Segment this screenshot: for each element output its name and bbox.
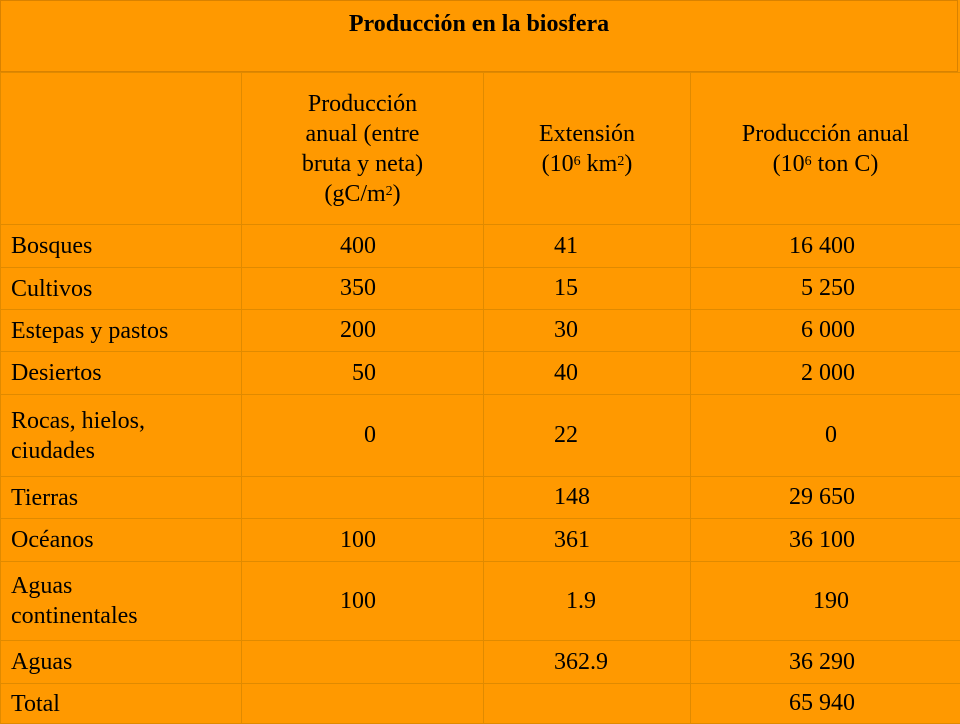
row-label: Desiertos xyxy=(1,352,242,395)
header-produccion-line1: Producción xyxy=(308,91,417,117)
cell-anual: 5 250 xyxy=(691,268,960,310)
cell-extension: 41 xyxy=(484,225,691,268)
header-anual-close: ton C) xyxy=(812,151,879,177)
table-row: Aguas 362.9 36 290 xyxy=(1,641,960,684)
cell-produccion: 100 xyxy=(242,519,484,562)
header-anual-unit: (10 xyxy=(773,151,805,177)
cell-produccion: 0 xyxy=(242,395,484,477)
row-label: Estepas y pastos xyxy=(1,310,242,352)
cell-anual: 190 xyxy=(691,562,960,641)
cell-anual: 16 400 xyxy=(691,225,960,268)
cell-anual: 36 290 xyxy=(691,641,960,684)
header-extension-unit: (10 xyxy=(542,151,574,177)
cell-extension: 22 xyxy=(484,395,691,477)
cell-extension: 362.9 xyxy=(484,641,691,684)
header-extension-close: ) xyxy=(624,151,632,177)
cell-extension: 30 xyxy=(484,310,691,352)
header-extension-km: km xyxy=(581,151,618,177)
table-title: Producción en la biosfera xyxy=(0,0,958,72)
cell-produccion xyxy=(242,684,484,724)
cell-produccion: 200 xyxy=(242,310,484,352)
header-row: Producción anual (entre bruta y neta) (g… xyxy=(1,73,960,225)
table-row: Océanos 100 361 36 100 xyxy=(1,519,960,562)
table-row: Tierras 148 29 650 xyxy=(1,477,960,519)
row-label: Total xyxy=(1,684,242,724)
header-produccion-line2: anual (entre xyxy=(306,121,420,147)
table-row: Aguas continentales 100 1.9 190 xyxy=(1,562,960,641)
table-row: Rocas, hielos, ciudades 0 22 0 xyxy=(1,395,960,477)
row-label: Océanos xyxy=(1,519,242,562)
cell-anual: 6 000 xyxy=(691,310,960,352)
row-label: Aguas xyxy=(1,641,242,684)
cell-anual: 36 100 xyxy=(691,519,960,562)
cell-produccion: 400 xyxy=(242,225,484,268)
header-anual: Producción anual (106 ton C) xyxy=(691,73,960,225)
header-produccion: Producción anual (entre bruta y neta) (g… xyxy=(242,73,484,225)
row-label: Rocas, hielos, ciudades xyxy=(1,395,242,477)
header-anual-exp: 6 xyxy=(805,154,812,169)
header-produccion-unit-close: ) xyxy=(393,181,401,207)
header-anual-line1: Producción anual xyxy=(742,121,909,147)
header-empty-cell xyxy=(1,73,242,225)
cell-anual: 65 940 xyxy=(691,684,960,724)
row-label: Tierras xyxy=(1,477,242,519)
table-row: Bosques 400 41 16 400 xyxy=(1,225,960,268)
cell-produccion: 100 xyxy=(242,562,484,641)
production-table: Producción anual (entre bruta y neta) (g… xyxy=(0,72,960,724)
table-row: Cultivos 350 15 5 250 xyxy=(1,268,960,310)
table-row: Total 65 940 xyxy=(1,684,960,724)
cell-extension: 1.9 xyxy=(484,562,691,641)
cell-produccion: 350 xyxy=(242,268,484,310)
header-extension-exp1: 6 xyxy=(574,154,581,169)
cell-produccion xyxy=(242,641,484,684)
cell-produccion: 50 xyxy=(242,352,484,395)
row-label: Cultivos xyxy=(1,268,242,310)
cell-extension: 148 xyxy=(484,477,691,519)
cell-extension: 40 xyxy=(484,352,691,395)
header-extension-exp2: 2 xyxy=(617,154,624,169)
header-produccion-line3: bruta y neta) xyxy=(302,151,423,177)
cell-produccion xyxy=(242,477,484,519)
table-row: Desiertos 50 40 2 000 xyxy=(1,352,960,395)
header-extension: Extensión (106 km2) xyxy=(484,73,691,225)
cell-extension: 361 xyxy=(484,519,691,562)
header-extension-line1: Extensión xyxy=(539,121,635,147)
header-produccion-unit-exp: 2 xyxy=(386,184,393,199)
row-label: Bosques xyxy=(1,225,242,268)
cell-extension xyxy=(484,684,691,724)
cell-extension: 15 xyxy=(484,268,691,310)
row-label: Aguas continentales xyxy=(1,562,242,641)
cell-anual: 2 000 xyxy=(691,352,960,395)
cell-anual: 29 650 xyxy=(691,477,960,519)
header-produccion-unit: (gC/m xyxy=(324,181,385,207)
table-row: Estepas y pastos 200 30 6 000 xyxy=(1,310,960,352)
cell-anual: 0 xyxy=(691,395,960,477)
